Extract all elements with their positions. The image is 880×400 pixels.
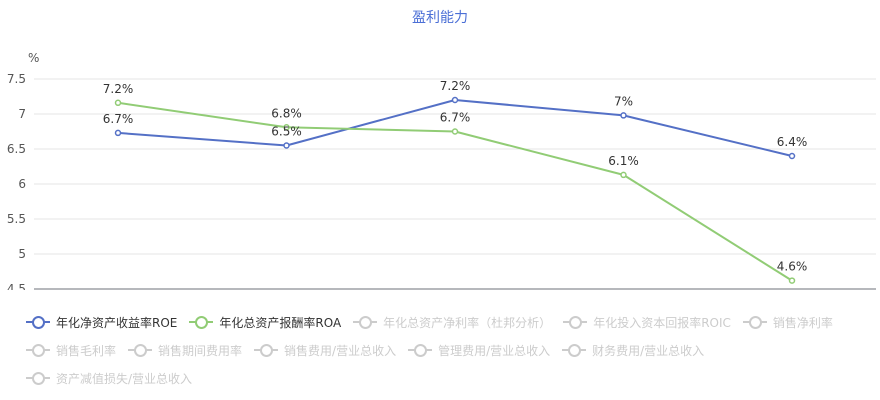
series-1-point <box>283 142 290 149</box>
legend-item[interactable]: 销售毛利率 <box>26 340 116 360</box>
series-1-point <box>451 96 459 104</box>
legend-item[interactable]: 销售净利率 <box>742 312 833 332</box>
legend-label: 财务费用/营业总收入 <box>592 343 705 358</box>
legend-line-marker-icon <box>26 315 50 329</box>
series-2-point <box>283 124 290 131</box>
legend-label: 年化总资产报酬率ROA <box>219 315 342 330</box>
legend-line-marker-icon <box>742 315 767 329</box>
legend-label: 销售费用/营业总收入 <box>284 343 397 358</box>
series-2-data-label: 6.1% <box>608 154 639 168</box>
legend-item[interactable]: 管理费用/营业总收入 <box>408 340 550 360</box>
legend-label: 销售期间费用率 <box>158 343 243 358</box>
series-1-data-label: 6.7% <box>103 112 134 126</box>
legend-label: 销售毛利率 <box>56 343 117 358</box>
series-line-1 <box>117 99 793 157</box>
y-tick-label: 4.5 <box>7 282 26 290</box>
legend-label: 年化总资产净利率（杜邦分析） <box>383 315 552 330</box>
legend-item[interactable]: 年化总资产净利率（杜邦分析） <box>353 312 551 332</box>
series-1-data-label: 6.4% <box>777 135 808 149</box>
y-tick-label: 6.5 <box>7 142 26 156</box>
legend-item[interactable]: 年化净资产收益率ROE <box>26 312 177 332</box>
legend-label: 销售净利率 <box>772 315 833 330</box>
legend-line-marker-icon <box>408 343 433 357</box>
legend-item[interactable]: 年化总资产报酬率ROA <box>189 312 341 332</box>
legend-label: 年化净资产收益率ROE <box>56 315 178 330</box>
y-axis-unit-label: % <box>28 51 39 65</box>
series-2-data-label: 6.8% <box>271 106 302 120</box>
y-tick-label: 7 <box>18 107 26 121</box>
chart-title: 盈利能力 <box>412 10 468 26</box>
legend-label: 管理费用/营业总收入 <box>438 343 551 358</box>
legend-line-marker-icon <box>128 343 153 357</box>
y-tick-label: 5.5 <box>7 212 26 226</box>
legend-label: 资产减值损失/营业总收入 <box>56 371 193 386</box>
legend-line-marker-icon <box>353 315 378 329</box>
series-2-point <box>114 99 122 107</box>
legend-label: 年化投入资本回报率ROIC <box>593 315 731 330</box>
series-2-point <box>788 277 796 284</box>
legend-item[interactable]: 年化投入资本回报率ROIC <box>563 312 731 332</box>
series-2-point <box>620 171 627 179</box>
legend-line-marker-icon <box>26 343 50 357</box>
legend-line-marker-icon <box>189 315 214 329</box>
legend-item[interactable]: 销售费用/营业总收入 <box>254 340 396 360</box>
series-1-point <box>788 152 796 160</box>
y-tick-label: 7.5 <box>7 72 26 86</box>
series-1-data-label: 7% <box>614 94 633 108</box>
legend-item[interactable]: 销售期间费用率 <box>128 340 242 360</box>
series-1-data-label: 7.2% <box>440 79 471 93</box>
series-1-point <box>114 129 122 137</box>
legend-line-marker-icon <box>254 343 279 357</box>
legend-item[interactable]: 资产减值损失/营业总收入 <box>26 368 192 388</box>
series-1-point <box>620 112 627 119</box>
series-1-data-label: 6.5% <box>271 125 302 139</box>
profitability-line-chart: 盈利能力%4.555.566.577.52019年2020年2021年2022年… <box>7 10 876 290</box>
chart-legend: 年化净资产收益率ROE 年化总资产报酬率ROA 年化总资产净利率（杜邦分析） 年化投入… <box>26 312 876 388</box>
legend-line-marker-icon <box>562 343 587 357</box>
series-2-data-label: 4.6% <box>777 260 808 274</box>
legend-line-marker-icon <box>26 371 50 385</box>
legend-line-marker-icon <box>563 315 588 329</box>
legend-item[interactable]: 财务费用/营业总收入 <box>562 340 704 360</box>
series-2-data-label: 7.2% <box>103 82 134 96</box>
y-tick-label: 6 <box>18 177 26 191</box>
series-2-data-label: 6.7% <box>440 111 471 125</box>
series-2-point <box>451 128 459 135</box>
y-tick-label: 5 <box>18 247 26 261</box>
